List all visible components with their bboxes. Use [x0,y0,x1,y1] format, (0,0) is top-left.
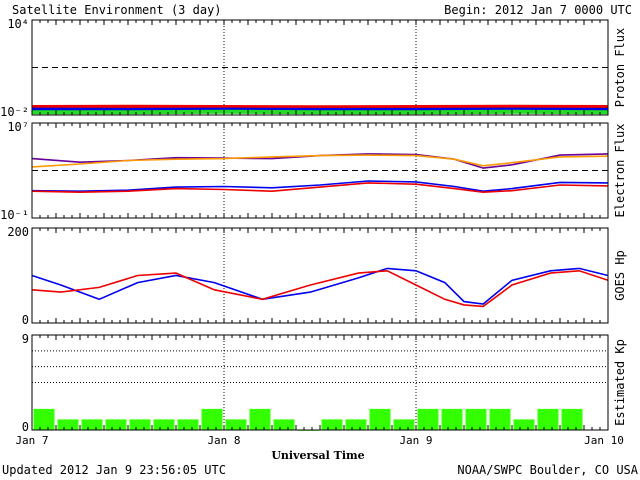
kp-bar [345,419,367,430]
kp-bar [537,408,559,430]
series-line [31,154,609,168]
kp-bar [33,408,55,430]
series-line [31,182,609,194]
hp-panel: 200 0 GOES Hp [7,225,627,327]
proton-panel: 10⁴ 10⁻² Proton Flux [0,17,627,119]
y-tick-label: 9 [22,332,29,346]
electron-panel: 10⁷ 10⁻¹ Electron Flux [0,120,627,222]
begin-label: Begin: 2012 Jan 7 0000 UTC [444,3,632,17]
chart-title: Satellite Environment (3 day) [12,3,222,17]
kp-bar [57,419,79,430]
kp-bar [105,419,127,430]
x-tick-label: Jan 10 [584,434,624,447]
y-tick-label: 10⁻² [0,105,29,119]
kp-bar [273,419,295,430]
kp-bar [441,408,463,430]
series-line [31,269,609,308]
kp-bar [153,419,175,430]
credit-label: NOAA/SWPC Boulder, CO USA [457,463,638,477]
kp-bar [249,408,271,430]
kp-bar [369,408,391,430]
updated-label: Updated 2012 Jan 9 23:56:05 UTC [2,463,226,477]
kp-bar [393,419,415,430]
kp-bar [513,419,535,430]
y-tick-label: 10⁴ [7,17,29,31]
kp-bar [129,419,151,430]
x-tick-label: Jan 7 [15,434,48,447]
kp-bar [417,408,439,430]
x-axis-title: Universal Time [271,449,364,462]
y-tick-label: 0 [22,313,29,327]
y-axis-label: GOES Hp [613,250,627,301]
kp-bar [225,419,247,430]
y-tick-label: 10⁻¹ [0,208,29,222]
kp-bar [465,408,487,430]
y-axis-label: Estimated Kp [613,339,627,426]
y-axis-label: Electron Flux [613,124,627,218]
y-tick-label: 200 [7,225,29,239]
kp-bar [81,419,103,430]
kp-bar [321,419,343,430]
y-axis-label: Proton Flux [613,28,627,107]
y-tick-label: 0 [22,420,29,434]
kp-bar [561,408,583,430]
panel-frame [31,122,609,219]
series-line [31,180,609,193]
x-tick-label: Jan 8 [207,434,240,447]
kp-bar [177,419,199,430]
kp-bar [489,408,511,430]
x-tick-label: Jan 9 [399,434,432,447]
y-tick-label: 10⁷ [7,120,29,134]
panel-frame [31,19,609,116]
kp-bar [201,408,223,430]
kp-panel: 9 0 Estimated Kp [22,332,627,434]
panel-frame [31,227,609,324]
series-line [31,267,609,305]
